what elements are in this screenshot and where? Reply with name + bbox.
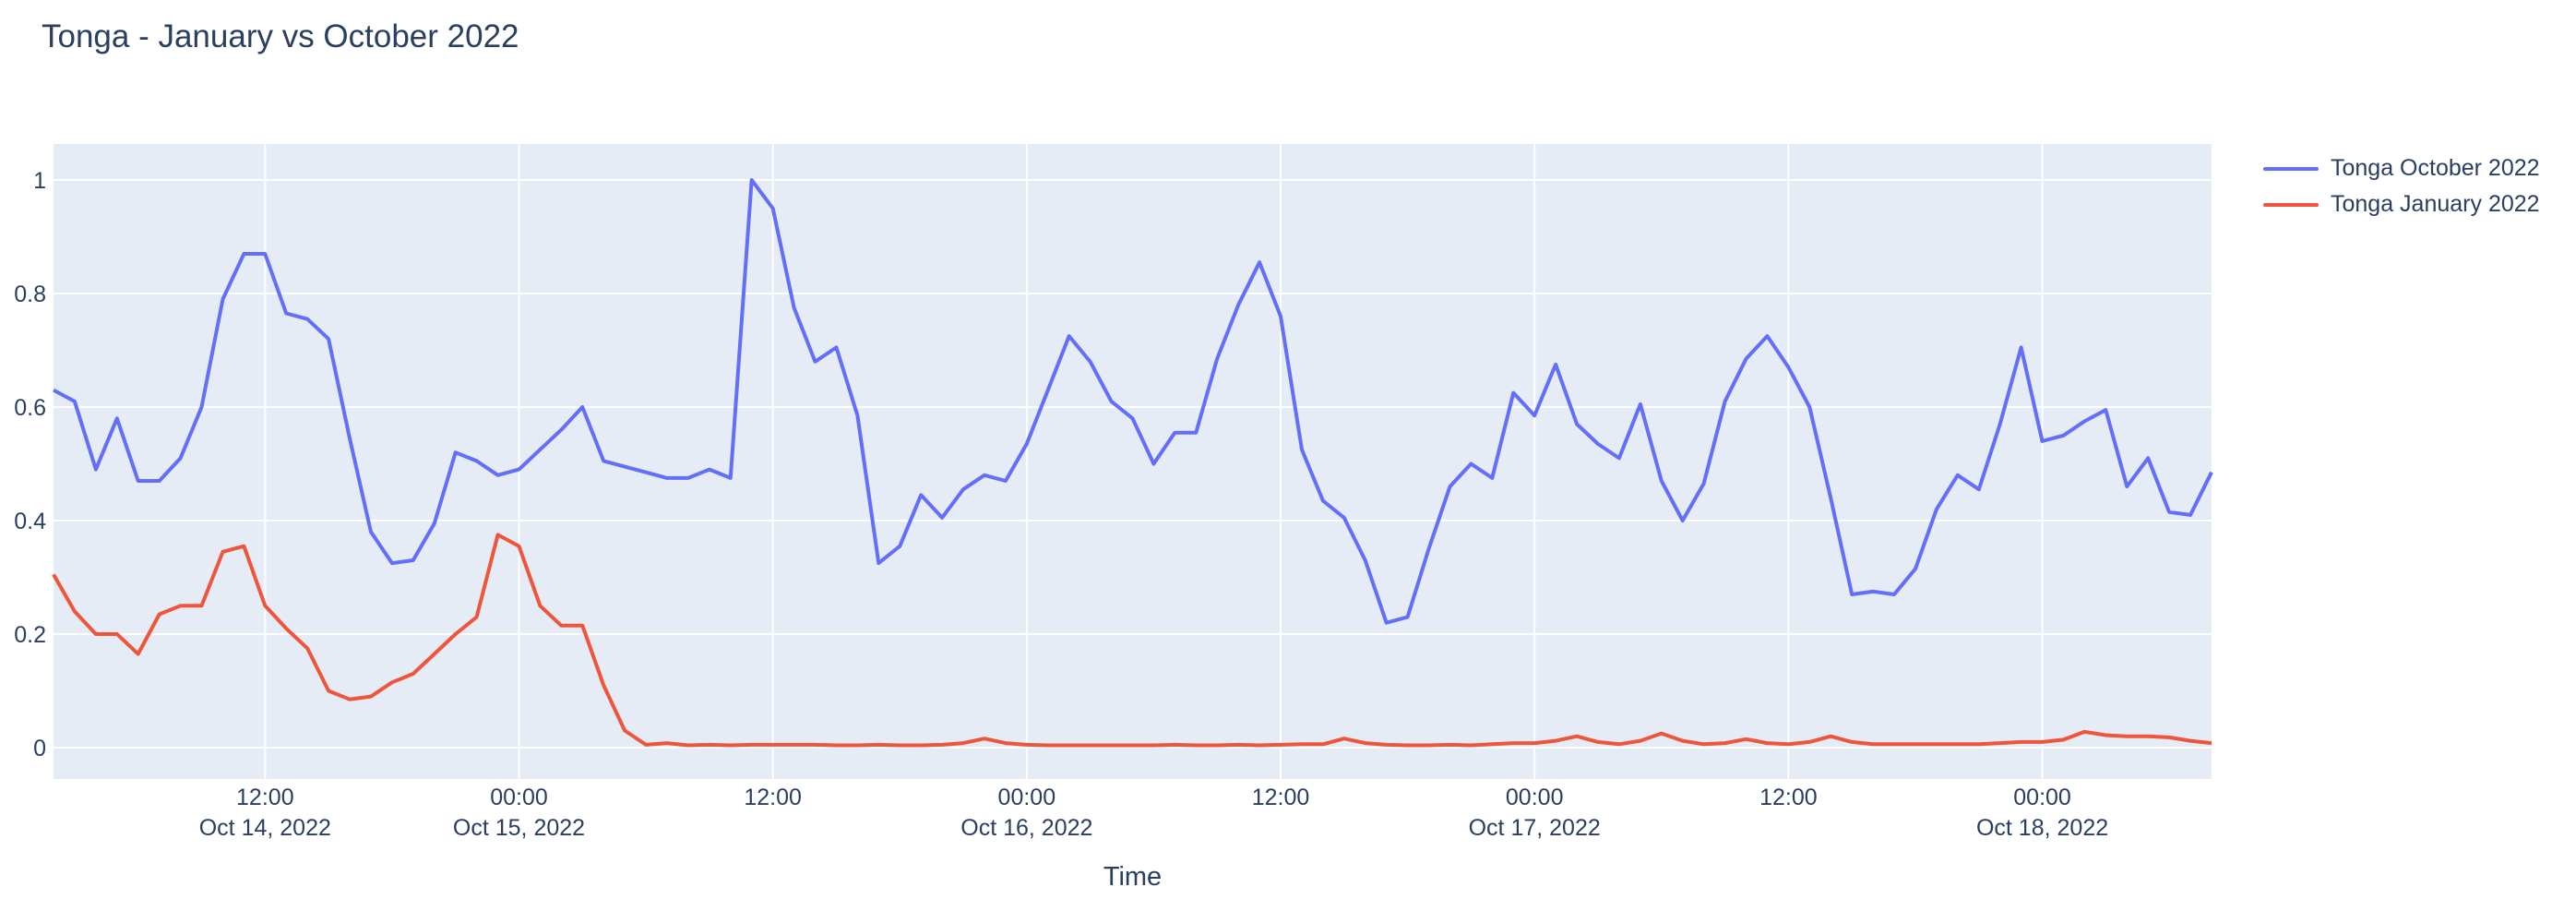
x-tick-date-label: Oct 16, 2022 — [960, 815, 1092, 841]
plot-area-background — [54, 144, 2212, 779]
y-tick-label: 0.2 — [14, 622, 46, 648]
x-tick-date-label: Oct 18, 2022 — [1976, 815, 2108, 841]
x-tick-time-label: 00:00 — [2013, 785, 2071, 810]
x-tick-time-label: 12:00 — [744, 785, 802, 810]
chart-title: Tonga - January vs October 2022 — [42, 18, 519, 54]
series-line-tonga-october-2022[interactable] — [53, 178, 2213, 625]
legend-label-january: Tonga January 2022 — [2331, 191, 2540, 217]
legend-item-tonga-january-2022[interactable]: Tonga January 2022 — [2263, 186, 2540, 222]
x-tick-date-label: Oct 14, 2022 — [199, 815, 331, 841]
legend-line-swatch-january — [2263, 202, 2319, 207]
y-tick-label: 0 — [33, 736, 46, 761]
series-line-tonga-january-2022[interactable] — [52, 533, 2212, 748]
x-tick-time-label: 12:00 — [1252, 785, 1310, 810]
legend-item-tonga-october-2022[interactable]: Tonga October 2022 — [2263, 150, 2540, 186]
y-tick-label: 0.8 — [14, 282, 46, 307]
x-tick-time-label: 00:00 — [998, 785, 1056, 810]
x-tick-date-label: Oct 17, 2022 — [1469, 815, 1601, 841]
x-tick-time-label: 00:00 — [490, 785, 548, 810]
legend: Tonga October 2022 Tonga January 2022 — [2263, 150, 2540, 222]
x-axis-title: Time — [1103, 862, 1163, 892]
x-tick-date-label: Oct 15, 2022 — [453, 815, 585, 841]
legend-label-october: Tonga October 2022 — [2331, 155, 2540, 181]
legend-line-swatch-october — [2263, 166, 2319, 171]
y-tick-label: 0.4 — [14, 509, 46, 534]
x-tick-time-label: 12:00 — [1759, 785, 1818, 810]
y-tick-label: 0.6 — [14, 395, 46, 421]
y-tick-label: 1 — [33, 168, 46, 194]
x-tick-time-label: 12:00 — [236, 785, 294, 810]
x-tick-time-label: 00:00 — [1506, 785, 1564, 810]
